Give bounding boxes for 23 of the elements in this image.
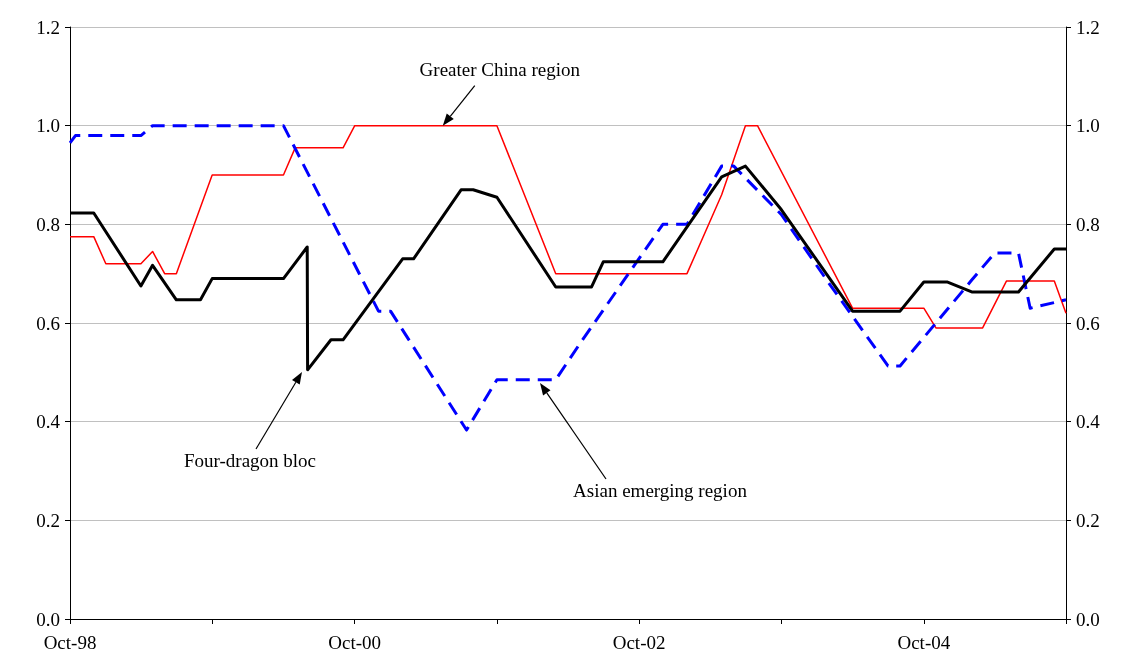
y2-tick-label: 0.6 <box>1076 312 1100 334</box>
y-tick-label: 0.2 <box>36 509 60 531</box>
y-tick-label: 0.0 <box>36 608 60 630</box>
annotation: Four-dragon bloc <box>183 449 317 471</box>
y2-tick-label: 1.2 <box>1076 16 1100 38</box>
line-series <box>68 124 1068 432</box>
y-tick-label: 0.8 <box>36 213 60 235</box>
y2-tick-label: 0.8 <box>1076 213 1100 235</box>
y-tick-label: 1.2 <box>36 16 60 38</box>
annotation: Asian emerging region <box>573 479 748 501</box>
line-series <box>69 124 1067 329</box>
x-tick-label: Oct-98 <box>43 632 97 653</box>
y2-tick-label: 0.2 <box>1076 509 1100 531</box>
y2-tick-label: 0.0 <box>1076 608 1100 630</box>
x-tick-label: Oct-04 <box>897 632 951 653</box>
y2-tick-label: 1.0 <box>1076 115 1100 137</box>
annotation: Greater China region <box>419 59 581 81</box>
y-tick-label: 0.4 <box>36 411 61 433</box>
y-tick-label: 1.0 <box>36 115 60 137</box>
y2-tick-label: 0.4 <box>1076 411 1101 433</box>
y-tick-label: 0.6 <box>36 312 60 334</box>
x-tick-label: Oct-00 <box>328 632 382 653</box>
x-tick-label: Oct-02 <box>612 632 666 653</box>
